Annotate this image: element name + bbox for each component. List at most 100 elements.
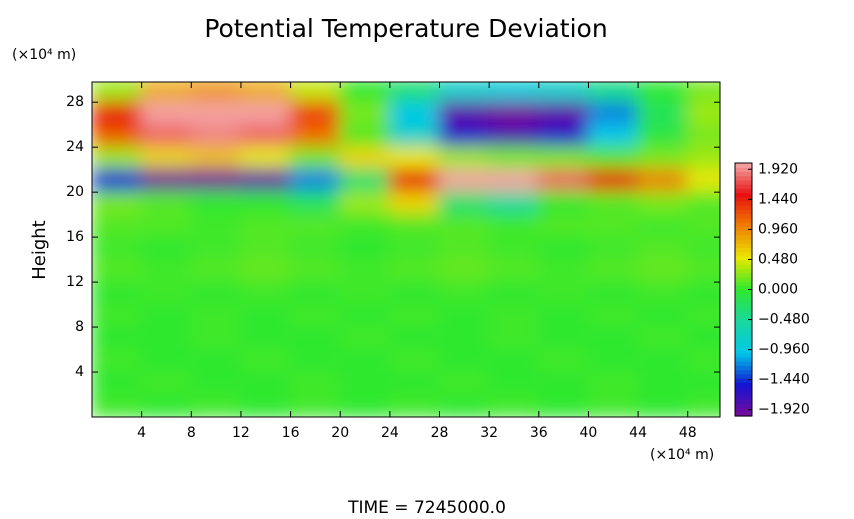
heat-cell	[587, 191, 640, 216]
heat-cell	[686, 348, 720, 374]
heat-cell	[537, 191, 590, 216]
heat-cell	[190, 393, 242, 417]
heat-cell	[289, 82, 342, 104]
heat-cell	[190, 168, 242, 194]
heat-cell	[388, 303, 441, 329]
y-tick-label: 8	[75, 319, 84, 335]
colorbar-swatch	[735, 378, 752, 383]
heat-cell	[92, 123, 143, 149]
heat-cell	[339, 123, 391, 149]
heat-cell	[587, 281, 640, 306]
heat-cell	[587, 82, 640, 104]
heat-cell	[637, 213, 689, 239]
heat-cell	[388, 146, 441, 171]
y-axis-label: Height	[29, 220, 50, 280]
x-tick-label: 44	[629, 425, 647, 441]
colorbar-swatch	[735, 335, 752, 341]
heat-cell	[92, 348, 143, 374]
heat-cell	[289, 101, 342, 126]
heat-cell	[587, 371, 640, 396]
heat-cell	[388, 281, 441, 306]
colorbar-swatch	[735, 188, 752, 194]
heat-cell	[140, 191, 193, 216]
heat-cell	[686, 236, 720, 261]
heat-cell	[239, 371, 292, 396]
heat-cell	[239, 258, 292, 284]
heat-cell	[92, 281, 143, 306]
colorbar-swatch	[735, 361, 752, 366]
colorbar-swatch	[735, 348, 752, 354]
colorbar-tick-label: 1.440	[758, 191, 798, 207]
heat-cell	[587, 101, 640, 126]
heat-cell	[239, 348, 292, 374]
heat-cell	[289, 371, 342, 396]
heat-cell	[686, 326, 720, 351]
heat-cell	[339, 213, 391, 239]
colorbar-swatch	[735, 310, 752, 316]
colorbar-swatch	[735, 407, 752, 413]
heat-cell	[190, 82, 242, 104]
heat-cell	[92, 371, 143, 396]
heat-cell	[190, 303, 242, 329]
heat-cell	[92, 326, 143, 351]
heat-cell	[339, 191, 391, 216]
footer: TIME = 7245000.0	[347, 498, 506, 518]
heat-cell	[190, 101, 242, 126]
heat-cell	[587, 213, 640, 239]
colorbar-swatch	[735, 281, 752, 286]
colorbar-swatch	[735, 314, 752, 320]
heat-cell	[239, 101, 292, 126]
heat-cell	[587, 258, 640, 284]
heat-cell	[388, 258, 441, 284]
colorbar-swatch	[735, 200, 752, 206]
heat-cell	[388, 348, 441, 374]
heat-cell	[637, 348, 689, 374]
heat-cell	[637, 393, 689, 417]
heat-cell	[339, 371, 391, 396]
x-tick-label: 24	[381, 425, 399, 441]
colorbar-swatch	[735, 382, 752, 388]
heat-cell	[339, 82, 391, 104]
colorbar-swatch	[735, 399, 752, 404]
heat-cell	[637, 101, 689, 126]
heat-cell	[140, 82, 193, 104]
heat-cell	[388, 371, 441, 396]
heat-cell	[140, 101, 193, 126]
heat-cell	[637, 371, 689, 396]
heat-cell	[289, 281, 342, 306]
heat-cell	[388, 123, 441, 149]
y-tick-label: 16	[66, 229, 84, 245]
y-unit: (×10⁴ m)	[12, 47, 76, 63]
colorbar-tick-label: −1.920	[758, 402, 810, 418]
heat-cell	[637, 258, 689, 284]
heat-cell	[686, 303, 720, 329]
heat-cell	[686, 281, 720, 306]
heat-cell	[537, 348, 590, 374]
heat-cell	[239, 326, 292, 351]
heat-cell	[488, 348, 540, 374]
heat-cell	[637, 236, 689, 261]
heat-cell	[289, 213, 342, 239]
colorbar-swatch	[735, 352, 752, 358]
heat-cell	[140, 213, 193, 239]
heat-cell	[339, 281, 391, 306]
heat-cell	[388, 393, 441, 417]
heat-cell	[488, 168, 540, 194]
colorbar-tick-label: 1.920	[758, 161, 798, 177]
heat-cell	[239, 303, 292, 329]
heat-cell	[488, 326, 540, 351]
heat-cell	[388, 213, 441, 239]
heat-cell	[587, 123, 640, 149]
colorbar-swatch	[735, 394, 752, 400]
heat-cell	[239, 236, 292, 261]
plot-frame	[91, 81, 721, 418]
heat-cell	[92, 101, 143, 126]
colorbar-tick-label: −0.480	[758, 312, 810, 328]
heat-cell	[388, 168, 441, 194]
heat-cell	[239, 146, 292, 171]
colorbar-swatch	[735, 234, 752, 240]
heat-cell	[587, 303, 640, 329]
y-tick-label: 20	[66, 184, 84, 200]
colorbar-swatch	[735, 222, 752, 227]
heat-cell	[289, 146, 342, 171]
